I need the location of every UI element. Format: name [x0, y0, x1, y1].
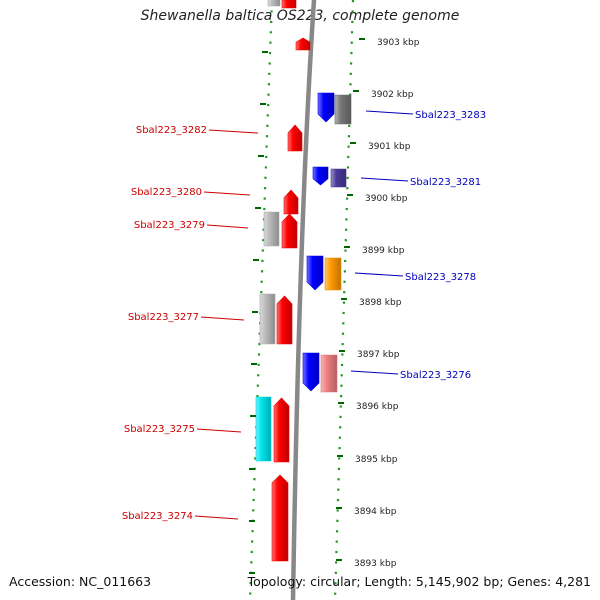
- forward-strand-genes: [255, 0, 311, 562]
- scale-label: 3898 kbp: [359, 298, 402, 308]
- forward-gene-3[interactable]: [287, 124, 303, 152]
- forward-gene-6[interactable]: [281, 213, 298, 249]
- ring-dots: [248, 0, 355, 600]
- reverse-strand-genes: [302, 92, 352, 393]
- label-leader-line: [365, 110, 414, 115]
- scale-label: 3903 kbp: [377, 38, 420, 48]
- label-leader-line: [206, 224, 249, 229]
- forward-gene-2[interactable]: [295, 37, 311, 51]
- scale-label: 3894 kbp: [354, 507, 397, 517]
- ring-dots-outer-right: [333, 0, 355, 600]
- forward-gene-7[interactable]: [259, 293, 276, 345]
- forward-gene-9[interactable]: [255, 396, 272, 462]
- gene-label-Sbal223_3279[interactable]: Sbal223_3279: [134, 220, 205, 231]
- forward-gene-4[interactable]: [283, 189, 299, 215]
- topology-value: circular: [310, 574, 357, 589]
- gene-label-Sbal223_3275[interactable]: Sbal223_3275: [124, 424, 195, 435]
- reverse-gene-6[interactable]: [302, 352, 320, 392]
- genome-summary: Topology: circular; Length: 5,145,902 bp…: [247, 574, 591, 589]
- forward-gene-11[interactable]: [271, 474, 289, 562]
- genome-backbone: [290, 0, 317, 600]
- gene-label-Sbal223_3276[interactable]: Sbal223_3276: [400, 370, 471, 381]
- scale-label: 3896 kbp: [356, 402, 399, 412]
- scale-label: 3899 kbp: [362, 246, 405, 256]
- scale-label: 3902 kbp: [371, 90, 414, 100]
- scale-label: 3893 kbp: [354, 559, 397, 569]
- reverse-gene-4[interactable]: [306, 255, 324, 291]
- reverse-gene-5[interactable]: [324, 257, 342, 291]
- reverse-gene-7[interactable]: [320, 354, 338, 393]
- scale-label: 3901 kbp: [368, 142, 411, 152]
- topology-label: Topology:: [247, 574, 307, 589]
- label-leader-line: [354, 272, 404, 277]
- forward-gene-10[interactable]: [273, 397, 290, 463]
- forward-gene-1[interactable]: [267, 0, 281, 7]
- length-value: 5,145,902 bp: [415, 574, 500, 589]
- gene-label-Sbal223_3278[interactable]: Sbal223_3278: [405, 272, 476, 283]
- label-leader-line: [194, 515, 239, 520]
- forward-gene-5[interactable]: [263, 211, 280, 247]
- genes-value: 4,281: [555, 574, 591, 589]
- gene-label-Sbal223_3280[interactable]: Sbal223_3280: [131, 187, 202, 198]
- label-leader-line: [196, 428, 242, 433]
- genes-label: Genes:: [507, 574, 552, 589]
- reverse-gene-2[interactable]: [312, 166, 329, 186]
- length-label: Length:: [364, 574, 412, 589]
- reverse-gene-3[interactable]: [330, 168, 347, 188]
- label-leader-line: [350, 370, 399, 375]
- scale-label: 3897 kbp: [357, 350, 400, 360]
- gene-label-Sbal223_3282[interactable]: Sbal223_3282: [136, 125, 207, 136]
- gene-label-Sbal223_3277[interactable]: Sbal223_3277: [128, 312, 199, 323]
- accession-label: Accession:: [9, 574, 76, 589]
- gene-label-Sbal223_3274[interactable]: Sbal223_3274: [122, 511, 193, 522]
- accession-value: NC_011663: [79, 574, 152, 589]
- map-title: Shewanella baltica OS223, complete genom…: [140, 8, 460, 24]
- scale-ticks: 3903 kbp 3902 kbp 3901 kbp 3900 kbp 3899 kbp…: [249, 38, 420, 574]
- label-leader-line: [360, 177, 409, 182]
- label-leader-line: [200, 316, 245, 321]
- reverse-gene-0[interactable]: [317, 92, 335, 123]
- accession-info: Accession: NC_011663: [9, 574, 151, 589]
- scale-label: 3900 kbp: [365, 194, 408, 204]
- forward-gene-8[interactable]: [276, 295, 293, 345]
- label-leader-line: [208, 129, 259, 134]
- ring-dots-outer-left: [248, 0, 274, 600]
- gene-labels: Sbal223_3282 Sbal223_3280 Sbal223_3279 Sbal…: [122, 110, 486, 522]
- label-leader-line: [203, 191, 251, 196]
- forward-gene-0[interactable]: [281, 0, 297, 9]
- reverse-gene-1[interactable]: [334, 94, 352, 125]
- gene-label-Sbal223_3283[interactable]: Sbal223_3283: [415, 110, 486, 121]
- scale-label: 3895 kbp: [355, 455, 398, 465]
- gene-label-Sbal223_3281[interactable]: Sbal223_3281: [410, 177, 481, 188]
